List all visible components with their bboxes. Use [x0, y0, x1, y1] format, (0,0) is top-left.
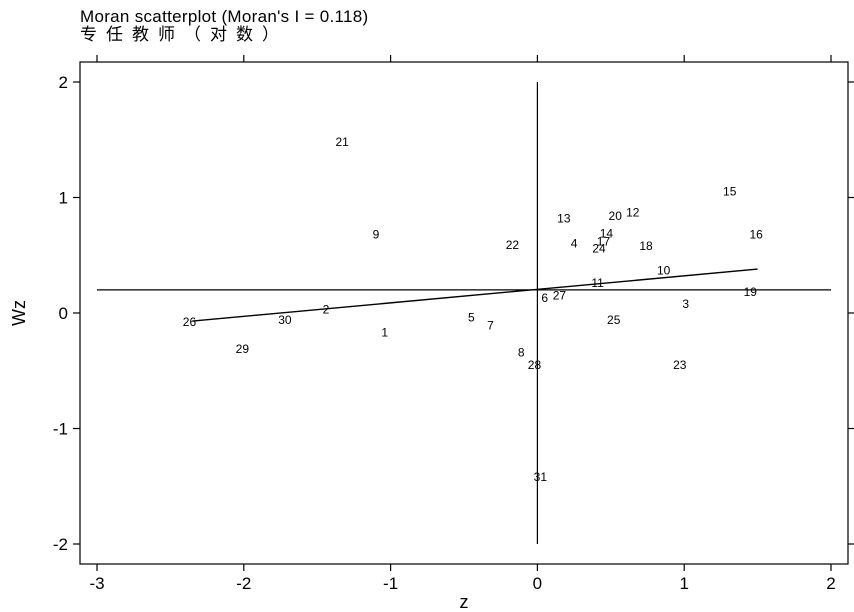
- point-label-11: 11: [591, 276, 604, 290]
- chart-title: Moran scatterplot (Moran's I = 0.118): [80, 7, 369, 26]
- point-label-30: 30: [278, 313, 292, 327]
- x-tick-label: 1: [679, 574, 688, 593]
- point-label-5: 5: [468, 311, 475, 325]
- point-label-24: 24: [592, 241, 606, 255]
- x-tick-label: -3: [89, 574, 104, 593]
- point-label-1: 1: [381, 326, 388, 340]
- point-label-19: 19: [744, 285, 758, 299]
- point-label-22: 22: [506, 238, 520, 252]
- point-label-28: 28: [528, 358, 542, 372]
- point-label-4: 4: [571, 237, 578, 251]
- mean-lines: [97, 82, 831, 544]
- y-tick-label: 0: [59, 304, 68, 323]
- y-tick-label: -2: [53, 535, 68, 554]
- point-label-14: 14: [600, 226, 614, 240]
- point-label-29: 29: [236, 342, 250, 356]
- point-label-2: 2: [323, 303, 330, 317]
- point-label-8: 8: [518, 345, 525, 359]
- point-label-23: 23: [673, 358, 687, 372]
- plot-frame: [79, 61, 849, 565]
- point-label-3: 3: [682, 297, 689, 311]
- regression-fit-line: [192, 268, 758, 322]
- point-label-7: 7: [487, 319, 494, 333]
- point-label-17: 17: [597, 234, 611, 248]
- point-label-31: 31: [534, 470, 548, 484]
- point-label-27: 27: [553, 289, 567, 303]
- point-label-12: 12: [626, 206, 640, 220]
- y-tick-label: 2: [59, 73, 68, 92]
- point-label-9: 9: [373, 227, 380, 241]
- point-label-25: 25: [607, 313, 621, 327]
- point-label-20: 20: [609, 209, 623, 223]
- y-axis-label: Wz: [9, 300, 29, 326]
- y-tick-label: -1: [53, 420, 68, 439]
- x-tick-label: -2: [236, 574, 251, 593]
- fit-line-group: [192, 268, 758, 322]
- point-label-21: 21: [335, 135, 349, 149]
- point-label-26: 26: [183, 315, 197, 329]
- x-tick-label: 2: [826, 574, 835, 593]
- point-label-18: 18: [639, 239, 653, 253]
- point-label-10: 10: [657, 263, 671, 277]
- y-tick-label: 1: [59, 189, 68, 208]
- x-axis-label: z: [460, 592, 469, 612]
- point-label-16: 16: [749, 227, 763, 241]
- x-tick-label: 0: [533, 574, 542, 593]
- point-label-6: 6: [541, 291, 548, 305]
- point-label-13: 13: [557, 211, 571, 225]
- point-label-15: 15: [723, 185, 737, 199]
- x-tick-label: -1: [383, 574, 398, 593]
- chart-subtitle: 专任教师（对数）: [80, 25, 288, 45]
